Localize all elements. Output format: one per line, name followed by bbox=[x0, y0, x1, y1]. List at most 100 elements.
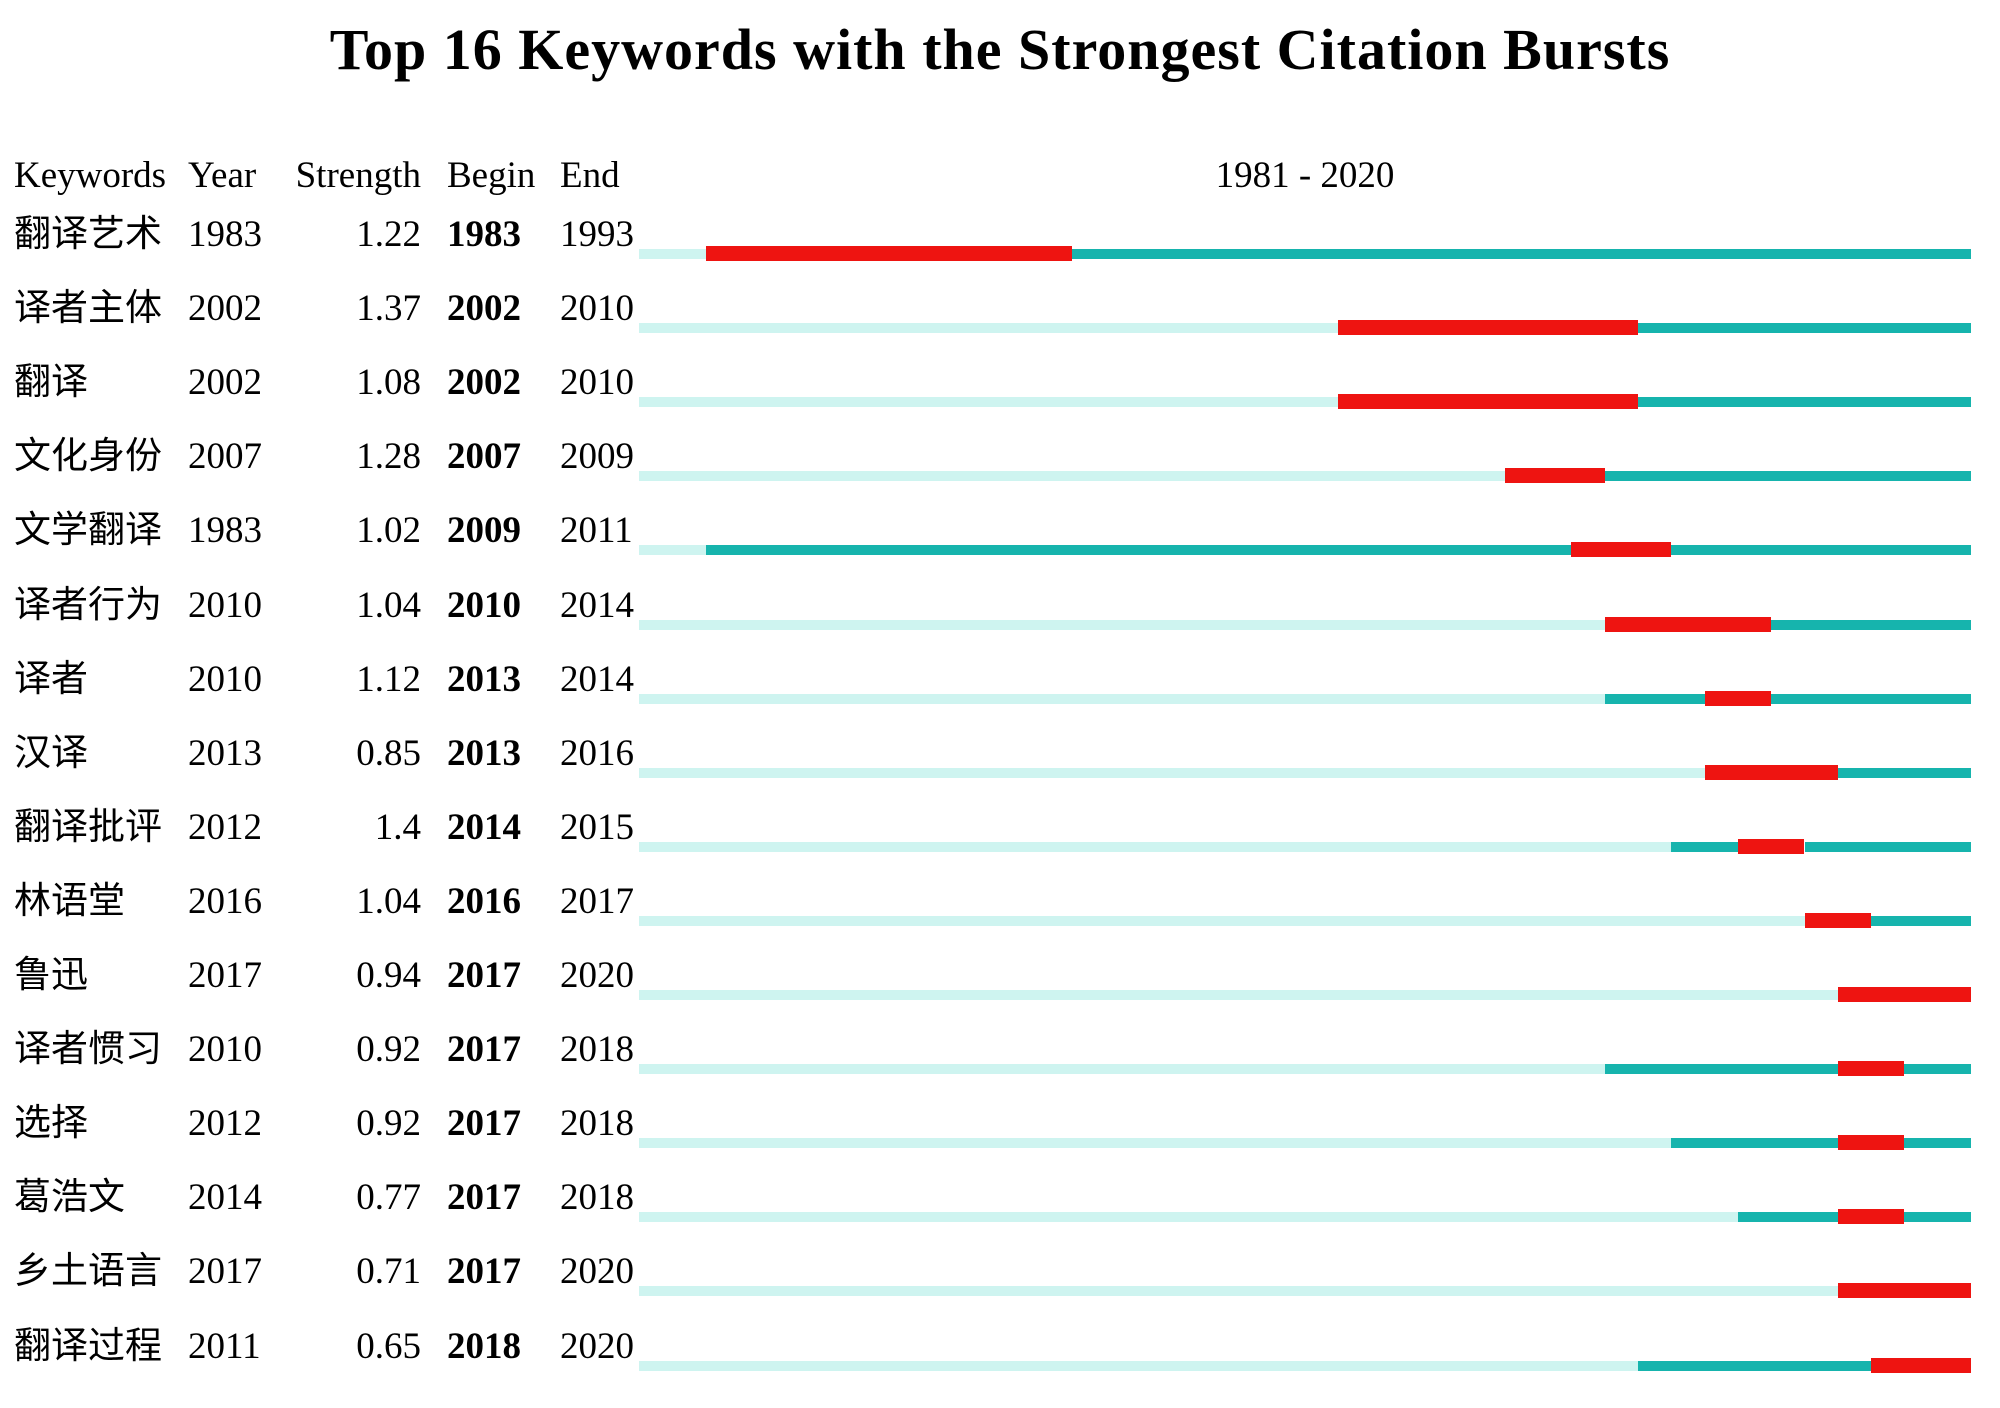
burst-segment bbox=[705, 246, 1072, 261]
burst-timeline-lane bbox=[639, 865, 1971, 939]
begin-value: 2016 bbox=[447, 880, 521, 922]
keyword-label: 文学翻译 bbox=[14, 510, 162, 552]
year-value: 2012 bbox=[188, 806, 262, 848]
end-value: 2018 bbox=[560, 1177, 634, 1219]
chart-title: Top 16 Keywords with the Strongest Citat… bbox=[329, 17, 1671, 82]
year-value: 2014 bbox=[188, 1177, 262, 1219]
year-value: 2002 bbox=[188, 288, 262, 330]
post-burst-segment bbox=[1904, 1212, 1971, 1223]
keyword-label: 翻译批评 bbox=[14, 806, 162, 848]
year-value: 2017 bbox=[188, 955, 262, 996]
begin-value: 2017 bbox=[447, 1029, 521, 1071]
burst-row: 葛浩文 2014 0.77 2017 2018 bbox=[0, 1161, 2000, 1235]
end-value: 2015 bbox=[560, 806, 634, 848]
end-value: 2011 bbox=[560, 510, 633, 552]
pre-appearance-segment bbox=[639, 1212, 1738, 1223]
strength-value: 1.04 bbox=[356, 880, 421, 922]
burst-row: 翻译批评 2012 1.4 2014 2015 bbox=[0, 791, 2000, 865]
col-header-begin: Begin bbox=[447, 155, 536, 196]
active-segment bbox=[1638, 1360, 1872, 1371]
begin-value: 2014 bbox=[447, 806, 521, 848]
burst-timeline-lane bbox=[639, 1087, 1971, 1161]
post-burst-segment bbox=[1871, 915, 1971, 926]
end-value: 2018 bbox=[560, 1029, 634, 1071]
pre-appearance-segment bbox=[639, 767, 1705, 778]
burst-row: 翻译 2002 1.08 2002 2010 bbox=[0, 346, 2000, 420]
post-burst-segment bbox=[1638, 397, 1971, 408]
keyword-label: 译者惯习 bbox=[14, 1029, 162, 1071]
year-value: 2010 bbox=[188, 584, 262, 626]
post-burst-segment bbox=[1771, 693, 1971, 704]
year-value: 2017 bbox=[188, 1251, 262, 1293]
burst-timeline-lane bbox=[639, 569, 1971, 643]
burst-row: 译者 2010 1.12 2013 2014 bbox=[0, 643, 2000, 717]
burst-segment bbox=[1837, 987, 1971, 1002]
post-burst-segment bbox=[1771, 619, 1971, 630]
keyword-label: 译者主体 bbox=[14, 288, 162, 330]
begin-value: 2007 bbox=[447, 436, 521, 478]
end-value: 2010 bbox=[560, 288, 634, 330]
burst-row: 翻译艺术 1983 1.22 1983 1993 bbox=[0, 198, 2000, 272]
pre-appearance-segment bbox=[639, 323, 1339, 334]
begin-value: 2017 bbox=[447, 1103, 521, 1145]
pre-appearance-segment bbox=[639, 915, 1805, 926]
burst-row: 翻译过程 2011 0.65 2018 2020 bbox=[0, 1310, 2000, 1384]
keyword-label: 乡土语言 bbox=[14, 1251, 162, 1293]
burst-segment bbox=[1571, 542, 1672, 558]
burst-segment bbox=[1338, 394, 1638, 410]
burst-segment bbox=[1504, 468, 1605, 484]
begin-value: 2010 bbox=[447, 584, 521, 626]
begin-value: 2017 bbox=[447, 1251, 521, 1293]
burst-timeline-lane bbox=[639, 1310, 1971, 1384]
burst-segment bbox=[1871, 1357, 1971, 1373]
pre-appearance-segment bbox=[639, 619, 1605, 630]
burst-timeline-lane bbox=[639, 198, 1971, 272]
year-value: 2011 bbox=[188, 1325, 261, 1367]
burst-segment bbox=[1837, 1209, 1905, 1225]
burst-timeline-lane bbox=[639, 1235, 1971, 1309]
strength-value: 1.04 bbox=[356, 584, 421, 626]
pre-appearance-segment bbox=[639, 1360, 1638, 1371]
burst-row: 鲁迅 2017 0.94 2017 2020 bbox=[0, 939, 2000, 1013]
burst-timeline-lane bbox=[639, 717, 1971, 791]
end-value: 2020 bbox=[560, 1325, 634, 1367]
strength-value: 0.65 bbox=[356, 1325, 421, 1367]
keyword-label: 文化身份 bbox=[14, 436, 162, 478]
burst-segment bbox=[1837, 1135, 1905, 1151]
burst-segment bbox=[1737, 838, 1805, 854]
strength-value: 1.02 bbox=[356, 510, 421, 552]
keyword-label: 汉译 bbox=[14, 732, 88, 774]
pre-appearance-segment bbox=[639, 693, 1605, 704]
pre-appearance-segment bbox=[639, 841, 1672, 852]
post-burst-segment bbox=[1904, 1064, 1971, 1075]
burst-segment bbox=[1837, 1283, 1971, 1299]
strength-value: 1.37 bbox=[356, 288, 421, 330]
begin-value: 1983 bbox=[447, 214, 521, 255]
post-burst-segment bbox=[1837, 767, 1971, 778]
burst-timeline-lane bbox=[639, 494, 1971, 568]
burst-row: 汉译 2013 0.85 2013 2016 bbox=[0, 717, 2000, 791]
keyword-label: 翻译艺术 bbox=[14, 214, 162, 255]
burst-segment bbox=[1338, 320, 1638, 336]
strength-value: 0.85 bbox=[356, 732, 421, 774]
post-burst-segment bbox=[1904, 1138, 1971, 1149]
burst-segment bbox=[1704, 690, 1772, 706]
pre-appearance-segment bbox=[639, 990, 1838, 1000]
begin-value: 2017 bbox=[447, 1177, 521, 1219]
active-segment bbox=[705, 545, 1572, 556]
col-header-year: Year bbox=[188, 155, 257, 196]
keyword-label: 翻译 bbox=[14, 362, 88, 404]
burst-segment bbox=[1837, 1061, 1905, 1077]
year-value: 2016 bbox=[188, 880, 262, 922]
year-value: 1983 bbox=[188, 510, 262, 552]
keyword-label: 翻译过程 bbox=[14, 1325, 162, 1367]
burst-row: 林语堂 2016 1.04 2016 2017 bbox=[0, 865, 2000, 939]
pre-appearance-segment bbox=[639, 545, 706, 556]
year-value: 2010 bbox=[188, 658, 262, 700]
year-value: 2013 bbox=[188, 732, 262, 774]
strength-value: 1.4 bbox=[374, 806, 421, 848]
begin-value: 2013 bbox=[447, 658, 521, 700]
begin-value: 2002 bbox=[447, 288, 521, 330]
post-burst-segment bbox=[1604, 471, 1971, 482]
strength-value: 0.92 bbox=[356, 1029, 421, 1071]
